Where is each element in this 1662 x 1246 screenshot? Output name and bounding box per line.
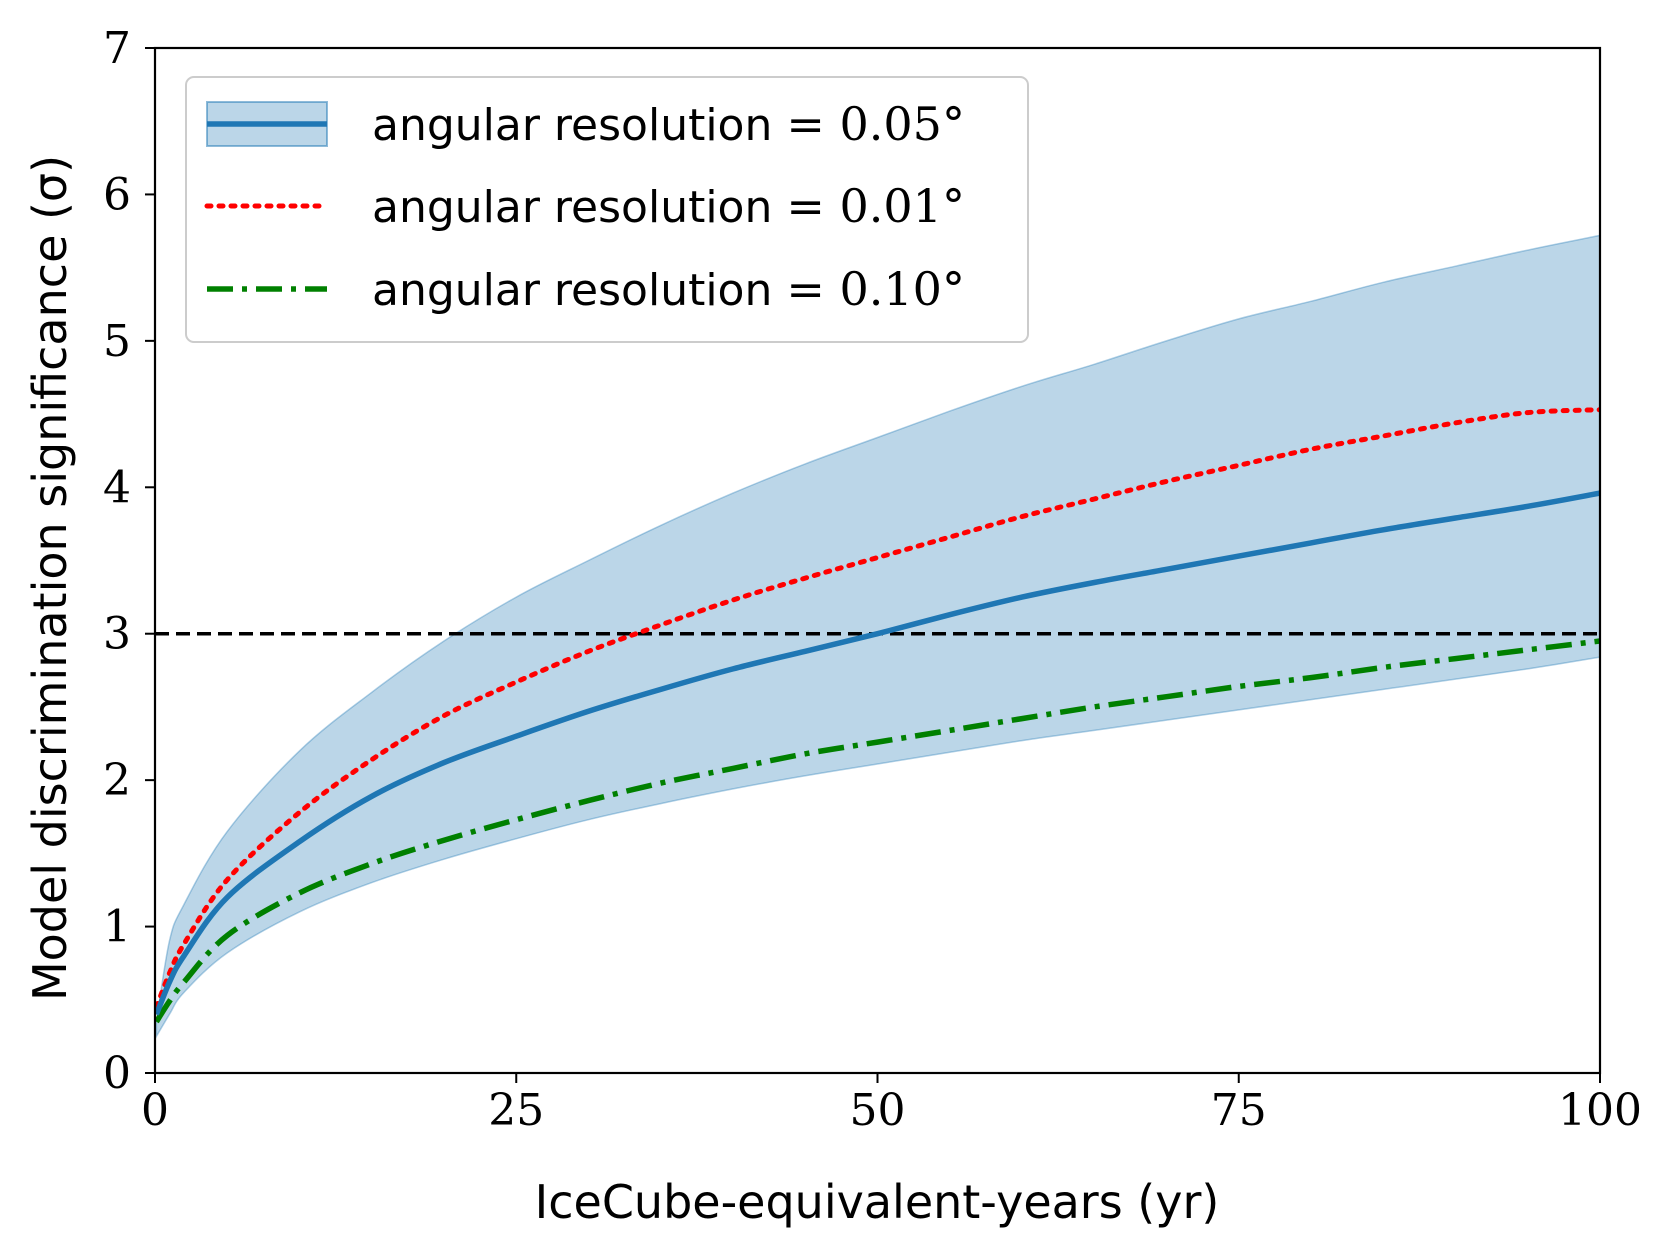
legend: angular resolution = 0.05° angular resolu… — [185, 76, 1029, 343]
y-tick-label: 4 — [103, 462, 131, 513]
y-tick-label: 2 — [103, 755, 131, 806]
plot-area — [155, 234, 1600, 1040]
y-tick-label: 0 — [103, 1048, 131, 1099]
y-tick-label: 1 — [103, 902, 131, 953]
x-tick-label: 25 — [488, 1085, 544, 1136]
x-tick-label: 50 — [850, 1085, 906, 1136]
y-tick-label: 5 — [103, 316, 131, 367]
legend-label-2: angular resolution = 0.10° — [372, 262, 965, 316]
x-tick-label: 75 — [1211, 1085, 1267, 1136]
x-axis-label: IceCube-equivalent-years (yr) — [535, 1175, 1220, 1229]
y-tick-label: 3 — [103, 609, 131, 660]
legend-label-0: angular resolution = 0.05° — [372, 97, 965, 151]
legend-value-0: = 0.05° — [786, 97, 965, 151]
y-tick-label: 6 — [103, 169, 131, 220]
x-tick-label: 0 — [141, 1085, 169, 1136]
legend-label-1: angular resolution = 0.01° — [372, 179, 965, 233]
axes-layer: 0 25 50 75 100 0 1 2 3 4 5 6 7 — [103, 23, 1642, 1136]
x-tick-label: 100 — [1558, 1085, 1642, 1136]
y-axis-label: Model discrimination significance (σ) — [23, 155, 77, 1001]
series-0-10deg-line — [155, 638, 1600, 1024]
y-tick-label: 7 — [103, 23, 131, 74]
legend-value-2: = 0.10° — [786, 262, 965, 316]
series-0-01deg-line — [155, 407, 1600, 1010]
series-0-05deg-line — [155, 490, 1600, 1016]
legend-value-1: = 0.01° — [786, 179, 965, 233]
plot-layer — [155, 234, 1600, 1040]
legend-box — [185, 76, 1029, 343]
